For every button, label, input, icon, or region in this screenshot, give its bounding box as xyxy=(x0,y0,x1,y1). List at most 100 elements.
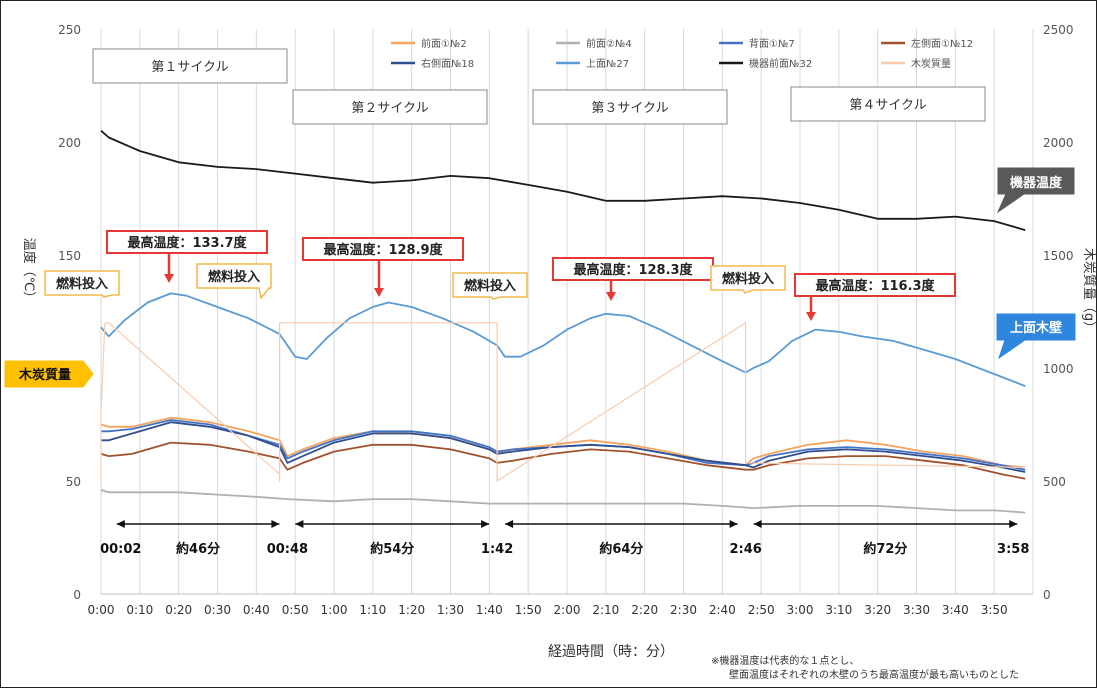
series-line xyxy=(100,441,1026,480)
legend-label: 前面①№2 xyxy=(421,37,467,50)
fuel-input-label: 燃料投入 xyxy=(208,269,260,285)
x-tick-label: 2:30 xyxy=(670,603,697,617)
y-tick-label-right: 2500 xyxy=(1043,23,1074,37)
x-tick-label: 3:40 xyxy=(942,603,969,617)
legend-label: 木炭質量 xyxy=(911,57,951,70)
x-tick-label: 3:30 xyxy=(903,603,930,617)
y-ticks-left: 050100150200250 xyxy=(58,23,81,602)
fuel-input-callout xyxy=(44,270,120,298)
x-tick-label: 3:20 xyxy=(864,603,891,617)
series-line xyxy=(100,292,1026,387)
max-temp-label: 最高温度：133.7度 xyxy=(127,235,247,251)
series-group xyxy=(100,130,1026,514)
cycle-label: 第４サイクル xyxy=(849,98,926,113)
y-tick-label-left: 250 xyxy=(58,23,81,37)
duration-arrow-head-right xyxy=(1009,520,1018,528)
time-mark-label: 3:58 xyxy=(997,542,1029,557)
x-tick-label: 2:20 xyxy=(631,603,658,617)
cycle-box xyxy=(92,48,288,84)
y-tick-label-left: 200 xyxy=(58,136,81,150)
x-axis-label: 経過時間（時：分） xyxy=(548,644,674,660)
y-tick-label-left: 0 xyxy=(73,588,81,602)
duration-label: 約54分 xyxy=(370,541,414,557)
upper-wall-callout xyxy=(996,313,1076,360)
x-tick-label: 1:20 xyxy=(398,603,425,617)
charcoal-callout xyxy=(4,360,94,388)
device-temp-label: 機器温度 xyxy=(1010,175,1063,191)
x-tick-label: 0:40 xyxy=(243,603,270,617)
x-tick-label: 0:30 xyxy=(204,603,231,617)
duration-label: 約64分 xyxy=(599,541,643,557)
x-tick-label: 3:00 xyxy=(787,603,814,617)
series-line xyxy=(100,130,1026,231)
legend-label: 右側面№18 xyxy=(421,57,474,70)
legend-label: 背面①№7 xyxy=(749,37,795,50)
duration-label: 約72分 xyxy=(863,541,907,557)
cycle-label: 第３サイクル xyxy=(591,101,668,116)
duration-arrow-head-left xyxy=(505,520,514,528)
legend-label: 機器前面№32 xyxy=(749,57,812,70)
cycle-box xyxy=(790,86,986,122)
max-temp-label: 最高温度：128.9度 xyxy=(323,242,443,258)
fuel-input-label: 燃料投入 xyxy=(56,276,108,292)
x-tick-label: 1:40 xyxy=(476,603,503,617)
legend-label: 前面②№4 xyxy=(586,37,632,50)
footnote-line-2: 壁面温度はそれぞれの木壁のうち最高温度が最も高いものとした xyxy=(729,668,1019,681)
series-line xyxy=(100,489,1026,514)
x-tick-label: 2:00 xyxy=(554,603,581,617)
duration-arrow-head-left xyxy=(753,520,762,528)
series-line xyxy=(100,322,1026,482)
max-temp-arrow-head xyxy=(806,312,816,321)
y-axis-label-left: 温度（℃） xyxy=(21,238,37,305)
x-tick-label: 1:00 xyxy=(321,603,348,617)
x-tick-label: 3:50 xyxy=(981,603,1008,617)
x-tick-label: 0:20 xyxy=(165,603,192,617)
fuel-input-callout xyxy=(452,272,528,300)
cycle-box xyxy=(292,89,488,125)
y-axis-label-right: 木炭質量（g） xyxy=(1081,248,1096,334)
series-line xyxy=(100,416,1026,469)
x-tick-label: 2:40 xyxy=(709,603,736,617)
time-mark-label: 00:48 xyxy=(267,542,308,557)
x-tick-label: 0:10 xyxy=(126,603,153,617)
x-tick-label: 3:10 xyxy=(825,603,852,617)
duration-arrow-head-right xyxy=(729,520,738,528)
y-tick-label-right: 2000 xyxy=(1043,136,1074,150)
charcoal-label: 木炭質量 xyxy=(18,367,71,383)
device-temp-callout xyxy=(996,167,1075,214)
legend-label: 上面№27 xyxy=(586,58,629,70)
y-tick-label-right: 1000 xyxy=(1043,362,1074,376)
upper-wall-label: 上面木壁 xyxy=(1010,320,1062,336)
x-ticks: 0:00 0:10 0:20 0:30 0:40 0:50 1:00 1:10 1:20 1:30… xyxy=(88,603,1008,617)
duration-arrow-head-left xyxy=(295,520,304,528)
legend-label: 左側面①№12 xyxy=(911,37,973,50)
max-temp-arrow-head xyxy=(374,288,384,297)
cycle-box xyxy=(532,89,728,125)
time-mark-label: 1:42 xyxy=(481,542,513,557)
cycle-label: 第１サイクル xyxy=(151,60,228,75)
max-temp-box xyxy=(302,237,464,261)
y-tick-label-right: 0 xyxy=(1043,588,1051,602)
max-temp-label: 最高温度：116.3度 xyxy=(815,278,935,294)
x-tick-label: 2:10 xyxy=(592,603,619,617)
fuel-input-callout xyxy=(196,263,272,300)
y-tick-label-left: 150 xyxy=(58,249,81,263)
duration-arrow-head-right xyxy=(271,520,280,528)
time-mark-label: 00:02 xyxy=(100,542,141,557)
x-tick-label: 0:00 xyxy=(88,603,115,617)
duration-arrow-head-right xyxy=(481,520,490,528)
max-temp-label: 最高温度：128.3度 xyxy=(573,262,693,278)
legend: 前面①№2 前面②№4 背面①№7 左側面①№12 右側面№18 上面№27 機器前面№32… xyxy=(391,37,973,70)
y-tick-label-right: 500 xyxy=(1043,475,1066,489)
y-ticks-right: 0 500 1000 1500 2000 2500 xyxy=(1043,23,1074,602)
max-temp-box xyxy=(794,273,956,297)
fuel-input-label: 燃料投入 xyxy=(464,278,516,294)
duration-label: 約46分 xyxy=(176,541,220,557)
footnote-line-1: ※機器温度は代表的な１点とし、 xyxy=(711,654,859,667)
duration-arrow-head-left xyxy=(116,520,125,528)
x-tick-label: 1:50 xyxy=(515,603,542,617)
max-temp-box xyxy=(106,230,268,254)
